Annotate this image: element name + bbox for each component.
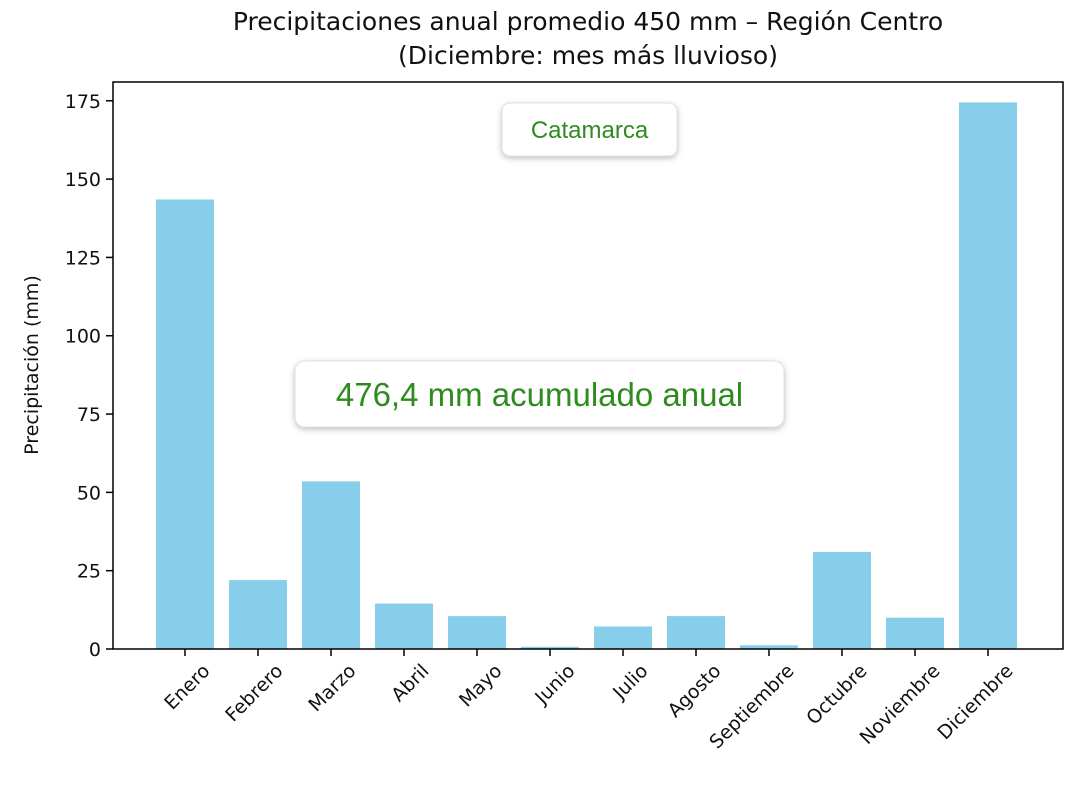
x-tick-label: Mayo [455,660,507,712]
x-tick-label: Diciembre [933,660,1017,744]
y-tick-label: 175 [65,91,101,113]
bar-julio [594,626,652,649]
annotation-box [294,360,785,428]
bar-abril [375,603,433,649]
bar-octubre [813,551,871,649]
x-axis-ticks: Enero Febrero Marzo Abril Mayo Junio Julio Agos… [160,649,1018,753]
bar-mayo [448,616,506,649]
x-tick-label: Marzo [304,660,360,716]
annotation-catamarca: Catamarca [501,102,678,157]
plot-frame [112,81,1064,650]
x-tick-label: Agosto [664,660,726,722]
y-axis-ticks: 0 25 50 75 100 125 150 175 [65,91,113,661]
bar-diciembre [959,102,1017,649]
chart-title: Precipitaciones anual promedio 450 mm – … [233,7,943,36]
chart-subtitle: (Diciembre: mes más lluvioso) [398,41,778,70]
bar-marzo [302,481,360,649]
y-tick-label: 150 [65,169,101,191]
annotation-total: 476,4 mm acumulado anual [294,360,785,428]
x-tick-label: Julio [608,660,652,704]
y-tick-label: 50 [77,482,101,504]
x-tick-label: Abril [387,660,433,706]
annotation-text: Catamarca [531,117,649,144]
x-tick-label: Enero [160,660,214,714]
y-tick-label: 75 [77,404,101,426]
y-axis-label: Precipitación (mm) [21,275,43,455]
bars [156,102,1017,649]
bar-agosto [667,616,725,649]
y-tick-label: 0 [89,639,101,661]
y-tick-label: 25 [77,561,101,583]
annotation-text: 476,4 mm acumulado anual [336,376,743,413]
bar-febrero [229,580,287,649]
y-tick-label: 100 [65,326,101,348]
x-tick-label: Febrero [221,660,287,726]
x-tick-label: Junio [530,660,579,709]
bar-septiembre [740,645,798,649]
y-tick-label: 125 [65,247,101,269]
bar-junio [521,646,579,649]
bar-enero [156,199,214,649]
annotation-box [501,102,678,157]
bar-noviembre [886,617,944,649]
x-tick-label: Octubre [802,660,871,729]
